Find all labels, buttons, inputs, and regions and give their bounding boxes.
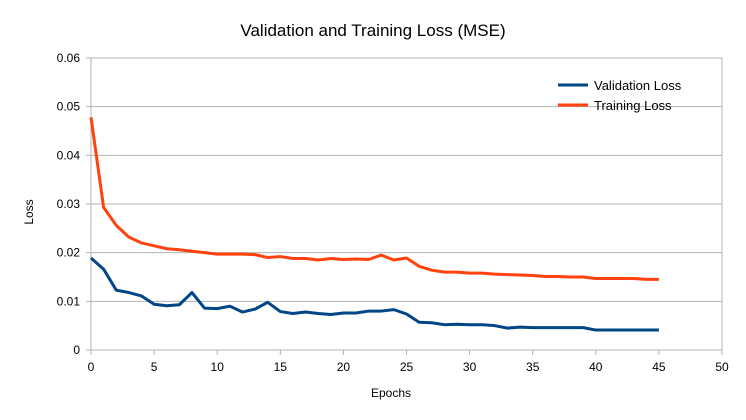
- x-tick-label: 30: [463, 360, 477, 374]
- x-tick-label: 5: [151, 360, 158, 374]
- x-tick-label: 20: [337, 360, 351, 374]
- y-tick-label: 0.04: [57, 148, 81, 162]
- y-tick-label: 0.01: [57, 294, 81, 308]
- legend-label: Training Loss: [594, 98, 672, 113]
- x-tick-label: 0: [88, 360, 95, 374]
- x-axis-ticks: 0 5 10 15 20 25 30 35 40 45 50: [88, 350, 729, 374]
- x-tick-label: 25: [400, 360, 414, 374]
- series-line-training-loss: [89, 117, 659, 281]
- y-tick-label: 0.02: [57, 246, 81, 260]
- y-tick-label: 0.03: [57, 197, 81, 211]
- y-axis-ticks: 0 0.01 0.02 0.03 0.04 0.05 0.06: [57, 51, 91, 357]
- x-tick-label: 35: [526, 360, 540, 374]
- x-tick-label: 50: [715, 360, 729, 374]
- x-tick-label: 40: [589, 360, 603, 374]
- y-tick-label: 0.05: [57, 100, 81, 114]
- x-axis-label: Epochs: [371, 386, 411, 400]
- chart-title: Validation and Training Loss (MSE): [240, 21, 505, 40]
- legend-label: Validation Loss: [594, 78, 682, 93]
- legend: Validation Loss Training Loss: [558, 78, 682, 113]
- series-group: [89, 117, 659, 332]
- x-tick-label: 15: [274, 360, 288, 374]
- x-tick-label: 10: [211, 360, 225, 374]
- y-tick-label: 0: [73, 343, 80, 357]
- series-line-validation-loss: [90, 256, 659, 332]
- y-tick-label: 0.06: [57, 51, 81, 65]
- x-tick-label: 45: [652, 360, 666, 374]
- y-axis-label: Loss: [22, 199, 36, 224]
